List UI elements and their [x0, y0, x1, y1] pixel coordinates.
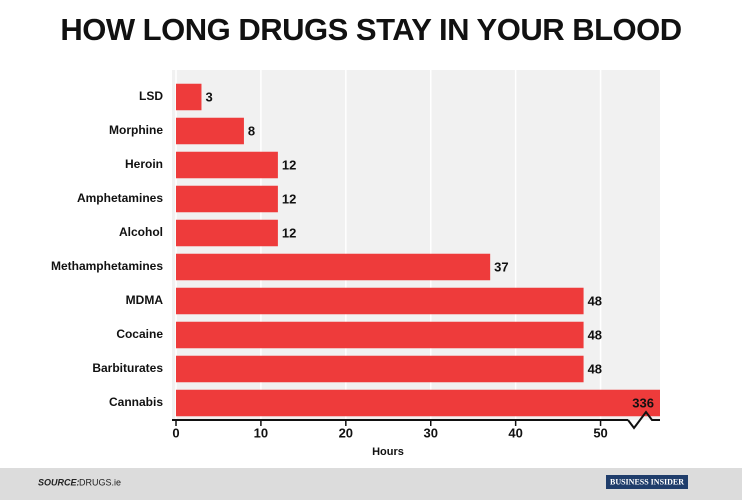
- y-tick-label: Amphetamines: [77, 191, 163, 205]
- bar: [176, 151, 278, 179]
- source-label: SOURCE:: [38, 477, 80, 487]
- value-label: 336: [632, 395, 654, 410]
- value-label: 37: [494, 259, 508, 274]
- value-label: 12: [282, 225, 296, 240]
- value-label: 12: [282, 191, 296, 206]
- x-tick-label: 0: [172, 425, 179, 440]
- y-tick-label: Morphine: [109, 123, 163, 137]
- value-label: 8: [248, 123, 255, 138]
- y-tick-label: Cocaine: [116, 327, 163, 341]
- y-tick-label: Barbiturates: [92, 361, 163, 375]
- logo-box: [606, 475, 688, 489]
- bar: [176, 253, 491, 281]
- value-label: 12: [282, 157, 296, 172]
- x-tick-label: 10: [254, 425, 268, 440]
- bar: [176, 287, 584, 315]
- chart-title: HOW LONG DRUGS STAY IN YOUR BLOOD: [60, 12, 681, 47]
- bar: [176, 355, 584, 383]
- value-label: 3: [205, 89, 212, 104]
- value-label: 48: [588, 293, 602, 308]
- x-tick-label: 30: [424, 425, 438, 440]
- axis-break: [627, 410, 660, 430]
- x-tick-label: 50: [593, 425, 607, 440]
- y-tick-label: Heroin: [125, 157, 163, 171]
- y-tick-label: Alcohol: [119, 225, 163, 239]
- value-label: 48: [588, 327, 602, 342]
- source: DRUGS.ie: [79, 477, 121, 487]
- x-tick-label: 40: [508, 425, 522, 440]
- y-tick-label: MDMA: [126, 293, 164, 307]
- bar: [176, 321, 584, 349]
- x-axis-label: Hours: [372, 446, 404, 458]
- bar: [176, 117, 244, 145]
- logo: BUSINESS INSIDER: [610, 477, 684, 486]
- y-tick-label: Methamphetamines: [51, 259, 163, 273]
- bar: [176, 389, 660, 417]
- bar: [176, 83, 202, 111]
- bar: [176, 219, 278, 247]
- x-tick-label: 20: [339, 425, 353, 440]
- y-tick-label: LSD: [139, 89, 163, 103]
- y-tick-label: Cannabis: [109, 395, 163, 409]
- value-label: 48: [588, 361, 602, 376]
- bar: [176, 185, 278, 213]
